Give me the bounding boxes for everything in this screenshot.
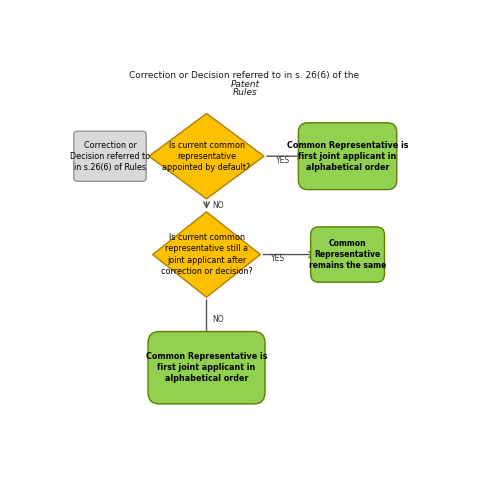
Text: Is current common
representative
appointed by default?: Is current common representative appoint… xyxy=(162,141,251,172)
Text: YES: YES xyxy=(271,254,285,264)
Text: Is current common
representative still a
joint applicant after
correction or dec: Is current common representative still a… xyxy=(160,233,252,276)
Text: NO: NO xyxy=(213,315,224,324)
Polygon shape xyxy=(153,212,261,297)
Text: NO: NO xyxy=(213,201,224,210)
Text: Common
Representative
remains the same: Common Representative remains the same xyxy=(309,239,386,270)
Text: Correction or Decision referred to in s. 26(6) of the: Correction or Decision referred to in s.… xyxy=(129,71,362,80)
FancyBboxPatch shape xyxy=(74,131,146,181)
FancyBboxPatch shape xyxy=(311,227,385,282)
FancyBboxPatch shape xyxy=(148,332,265,404)
FancyBboxPatch shape xyxy=(298,123,397,189)
Polygon shape xyxy=(149,113,264,199)
Text: Common Representative is
first joint applicant in
alphabetical order: Common Representative is first joint app… xyxy=(287,141,408,172)
Text: YES: YES xyxy=(276,156,290,165)
Text: Rules: Rules xyxy=(233,88,258,97)
Text: Correction or
Decision referred to
in s.26(6) of Rules: Correction or Decision referred to in s.… xyxy=(70,141,150,172)
Text: Patent: Patent xyxy=(231,80,260,89)
Text: Common Representative is
first joint applicant in
alphabetical order: Common Representative is first joint app… xyxy=(146,352,267,383)
